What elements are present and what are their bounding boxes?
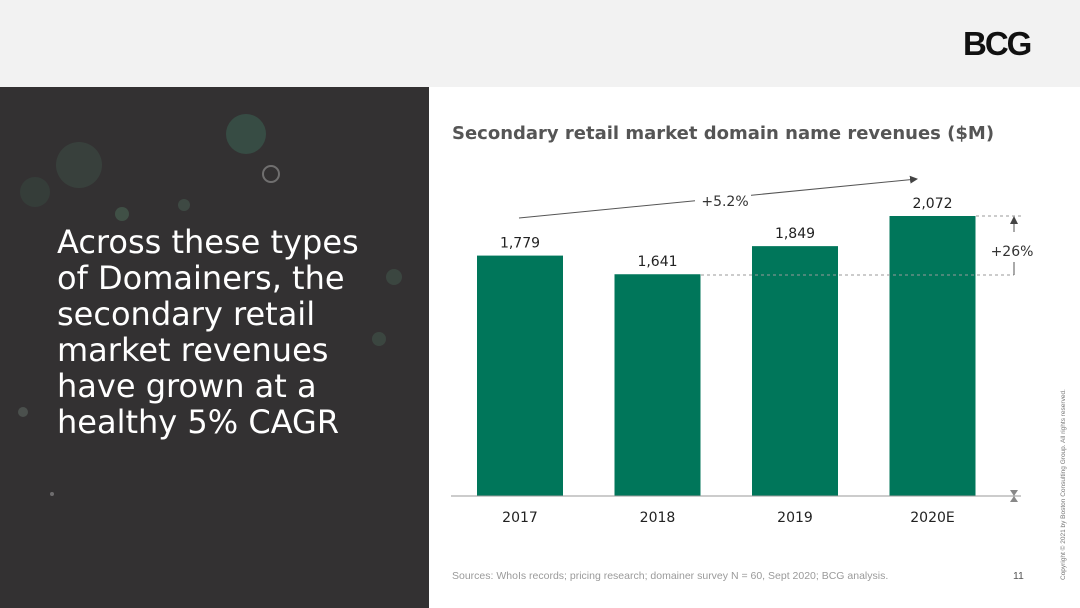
- source-note: Sources: WhoIs records; pricing research…: [452, 570, 889, 582]
- left-panel: Across these types of Domainers, the sec…: [0, 87, 429, 608]
- bar-2019: [752, 246, 838, 496]
- bokeh-decoration: [18, 407, 28, 417]
- bokeh-decoration: [372, 332, 386, 346]
- copyright-notice: Copyright © 2021 by Boston Consulting Gr…: [1060, 389, 1067, 580]
- headline: Across these types of Domainers, the sec…: [57, 223, 359, 441]
- category-label-2018: 2018: [640, 510, 676, 526]
- bokeh-decoration: [226, 114, 266, 154]
- category-label-2017: 2017: [502, 510, 538, 526]
- value-label-2018: 1,641: [637, 254, 677, 270]
- cagr-label-bg: [695, 190, 751, 210]
- bokeh-decoration: [50, 492, 54, 496]
- page-number: 11: [1013, 570, 1024, 582]
- baseline-marker-icon: [1010, 496, 1018, 502]
- bokeh-decoration: [56, 142, 102, 188]
- bar-2017: [477, 255, 563, 496]
- top-bar: BCG: [0, 0, 1080, 87]
- bar-2020e: [889, 216, 976, 496]
- chart-title: Secondary retail market domain name reve…: [452, 123, 995, 144]
- value-label-2020e: 2,072: [912, 196, 952, 212]
- bar-2018: [614, 274, 701, 496]
- bokeh-decoration: [115, 207, 129, 221]
- bokeh-decoration: [262, 165, 280, 183]
- bcg-logo: BCG: [963, 25, 1032, 62]
- cagr-label: +5.2%: [701, 194, 748, 210]
- baseline-marker-icon: [1010, 490, 1018, 496]
- bar-chart: 1,779 2017 1,641 2018 1,849 2019 2,072 2020E +5…: [451, 175, 1034, 526]
- bokeh-decoration: [20, 177, 50, 207]
- value-label-2017: 1,779: [500, 236, 540, 252]
- value-label-2019: 1,849: [775, 226, 815, 242]
- bokeh-decoration: [178, 199, 190, 211]
- growth-label: +26%: [991, 244, 1034, 260]
- category-label-2020e: 2020E: [910, 510, 954, 526]
- bokeh-decoration: [386, 269, 402, 285]
- category-label-2019: 2019: [777, 510, 813, 526]
